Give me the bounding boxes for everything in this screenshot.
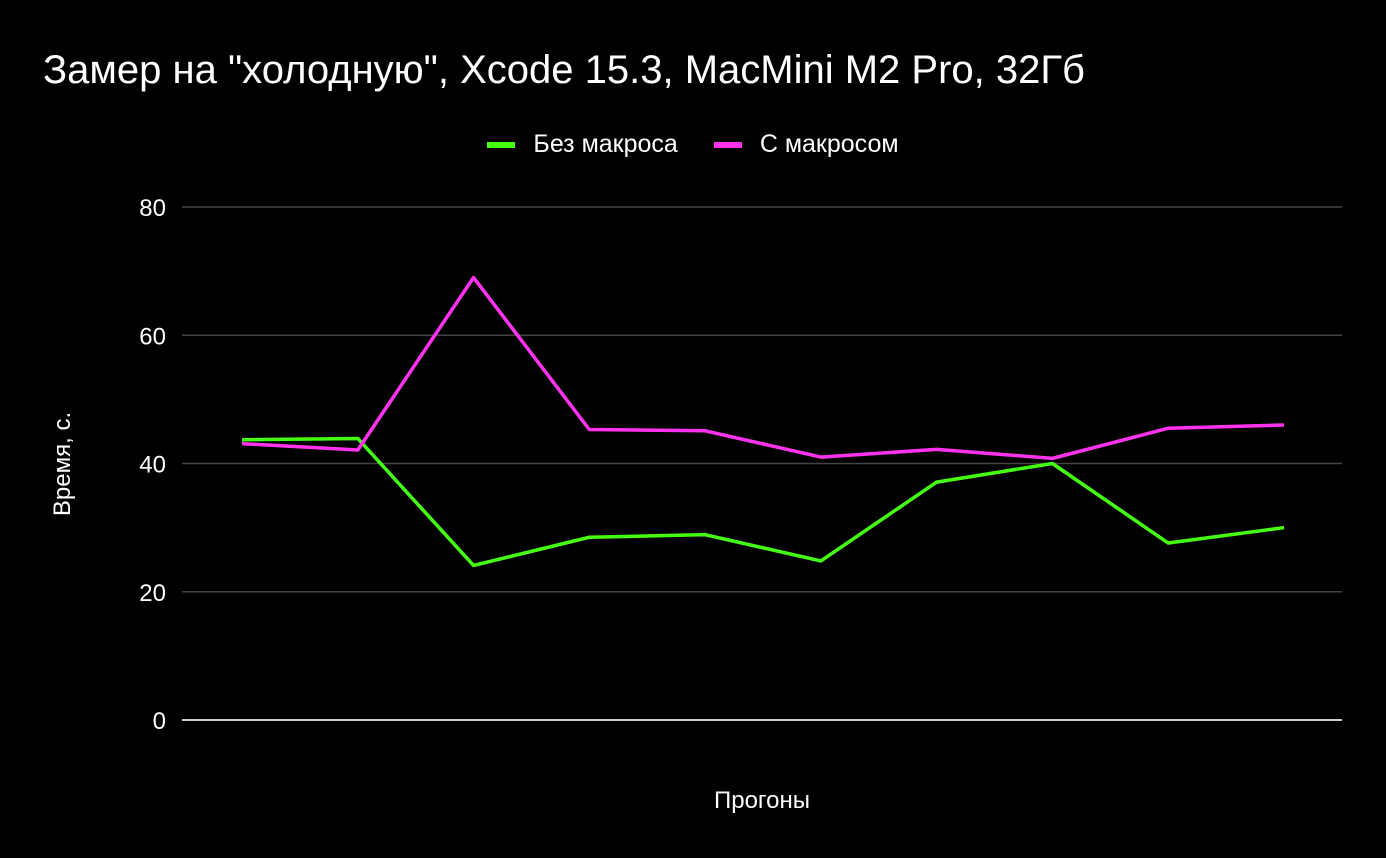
series-line-2: [241, 275, 1285, 461]
legend-item-series-2[interactable]: С макросом: [713, 130, 899, 159]
y-tick-label: 20: [139, 580, 166, 607]
legend: Без макроса С макросом: [0, 130, 1386, 159]
y-tick-label: 40: [139, 452, 166, 479]
series-lines: [241, 275, 1285, 568]
y-tick-label: 60: [139, 323, 166, 350]
y-tick-label: 0: [153, 708, 166, 735]
y-axis-label: Время, с.: [49, 412, 76, 516]
series-line-1: [241, 436, 1285, 568]
chart-title: Замер на "холодную", Xcode 15.3, MacMini…: [43, 48, 1085, 92]
legend-swatch-series-1: [487, 141, 516, 148]
legend-item-series-1[interactable]: Без макроса: [487, 130, 678, 159]
legend-label-series-2: С макросом: [759, 130, 899, 158]
y-tick-label: 80: [139, 195, 166, 222]
legend-swatch-series-2: [713, 141, 742, 148]
grid-lines: [182, 206, 1342, 721]
x-axis-label: Прогоны: [714, 787, 810, 814]
legend-label-series-1: Без макроса: [533, 130, 678, 158]
y-tick-labels: 0 20 40 60 80: [139, 195, 166, 735]
